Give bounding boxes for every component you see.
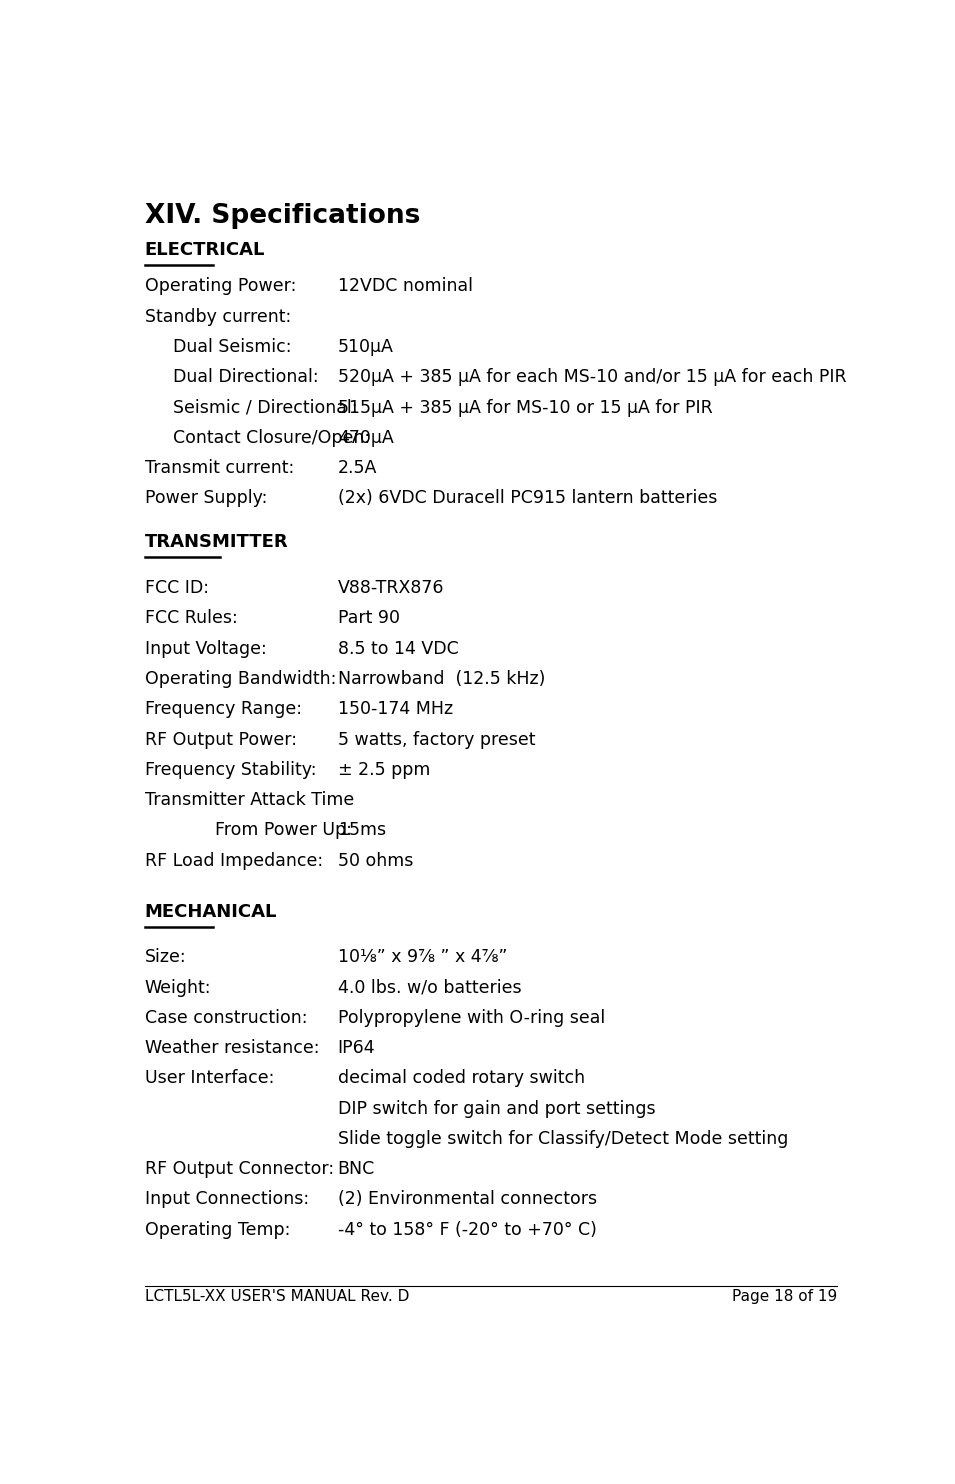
Text: Case construction:: Case construction: xyxy=(144,1009,308,1027)
Text: BNC: BNC xyxy=(338,1160,375,1178)
Text: Polypropylene with O-ring seal: Polypropylene with O-ring seal xyxy=(338,1009,605,1027)
Text: V88-TRX876: V88-TRX876 xyxy=(338,579,444,597)
Text: RF Load Impedance:: RF Load Impedance: xyxy=(144,852,323,870)
Text: 5 watts, factory preset: 5 watts, factory preset xyxy=(338,730,535,748)
Text: decimal coded rotary switch: decimal coded rotary switch xyxy=(338,1070,584,1088)
Text: Transmitter Attack Time: Transmitter Attack Time xyxy=(144,791,353,809)
Text: Input Connections:: Input Connections: xyxy=(144,1190,308,1208)
Text: 515μA + 385 μA for MS-10 or 15 μA for PIR: 515μA + 385 μA for MS-10 or 15 μA for PI… xyxy=(338,399,712,417)
Text: Page 18 of 19: Page 18 of 19 xyxy=(732,1288,838,1304)
Text: ELECTRICAL: ELECTRICAL xyxy=(144,240,265,258)
Text: Size:: Size: xyxy=(144,948,186,966)
Text: LCTL5L-XX USER'S MANUAL Rev. D: LCTL5L-XX USER'S MANUAL Rev. D xyxy=(144,1288,409,1304)
Text: IP64: IP64 xyxy=(338,1039,375,1057)
Text: 150-174 MHz: 150-174 MHz xyxy=(338,700,453,718)
Text: 2.5A: 2.5A xyxy=(338,459,377,478)
Text: TRANSMITTER: TRANSMITTER xyxy=(144,533,288,552)
Text: 510μA: 510μA xyxy=(338,338,393,356)
Text: Operating Bandwidth:: Operating Bandwidth: xyxy=(144,669,336,689)
Text: Narrowband  (12.5 kHz): Narrowband (12.5 kHz) xyxy=(338,669,545,689)
Text: Contact Closure/Open:: Contact Closure/Open: xyxy=(173,429,370,447)
Text: RF Output Connector:: RF Output Connector: xyxy=(144,1160,333,1178)
Text: 10⅛” x 9⅞ ” x 4⅞”: 10⅛” x 9⅞ ” x 4⅞” xyxy=(338,948,507,966)
Text: Weight:: Weight: xyxy=(144,978,211,997)
Text: 12VDC nominal: 12VDC nominal xyxy=(338,278,473,295)
Text: MECHANICAL: MECHANICAL xyxy=(144,902,277,920)
Text: Operating Power:: Operating Power: xyxy=(144,278,296,295)
Text: Input Voltage:: Input Voltage: xyxy=(144,640,266,657)
Text: Frequency Stability:: Frequency Stability: xyxy=(144,761,316,779)
Text: DIP switch for gain and port settings: DIP switch for gain and port settings xyxy=(338,1100,655,1117)
Text: RF Output Power:: RF Output Power: xyxy=(144,730,297,748)
Text: (2x) 6VDC Duracell PC915 lantern batteries: (2x) 6VDC Duracell PC915 lantern batteri… xyxy=(338,490,717,508)
Text: Frequency Range:: Frequency Range: xyxy=(144,700,302,718)
Text: From Power Up:: From Power Up: xyxy=(215,822,351,840)
Text: 15ms: 15ms xyxy=(338,822,386,840)
Text: Dual Seismic:: Dual Seismic: xyxy=(173,338,291,356)
Text: User Interface:: User Interface: xyxy=(144,1070,274,1088)
Text: Power Supply:: Power Supply: xyxy=(144,490,266,508)
Text: 50 ohms: 50 ohms xyxy=(338,852,414,870)
Text: FCC Rules:: FCC Rules: xyxy=(144,610,237,628)
Text: Standby current:: Standby current: xyxy=(144,307,290,326)
Text: 520μA + 385 μA for each MS-10 and/or 15 μA for each PIR: 520μA + 385 μA for each MS-10 and/or 15 … xyxy=(338,368,846,386)
Text: FCC ID:: FCC ID: xyxy=(144,579,208,597)
Text: Operating Temp:: Operating Temp: xyxy=(144,1221,290,1239)
Text: Weather resistance:: Weather resistance: xyxy=(144,1039,319,1057)
Text: Part 90: Part 90 xyxy=(338,610,400,628)
Text: (2) Environmental connectors: (2) Environmental connectors xyxy=(338,1190,597,1208)
Text: 8.5 to 14 VDC: 8.5 to 14 VDC xyxy=(338,640,458,657)
Text: XIV. Specifications: XIV. Specifications xyxy=(144,203,420,229)
Text: Seismic / Directional:: Seismic / Directional: xyxy=(173,399,357,417)
Text: Dual Directional:: Dual Directional: xyxy=(173,368,318,386)
Text: Transmit current:: Transmit current: xyxy=(144,459,294,478)
Text: Slide toggle switch for Classify/Detect Mode setting: Slide toggle switch for Classify/Detect … xyxy=(338,1129,788,1149)
Text: 4.0 lbs. w/o batteries: 4.0 lbs. w/o batteries xyxy=(338,978,521,997)
Text: 470μA: 470μA xyxy=(338,429,393,447)
Text: ± 2.5 ppm: ± 2.5 ppm xyxy=(338,761,430,779)
Text: -4° to 158° F (-20° to +70° C): -4° to 158° F (-20° to +70° C) xyxy=(338,1221,597,1239)
